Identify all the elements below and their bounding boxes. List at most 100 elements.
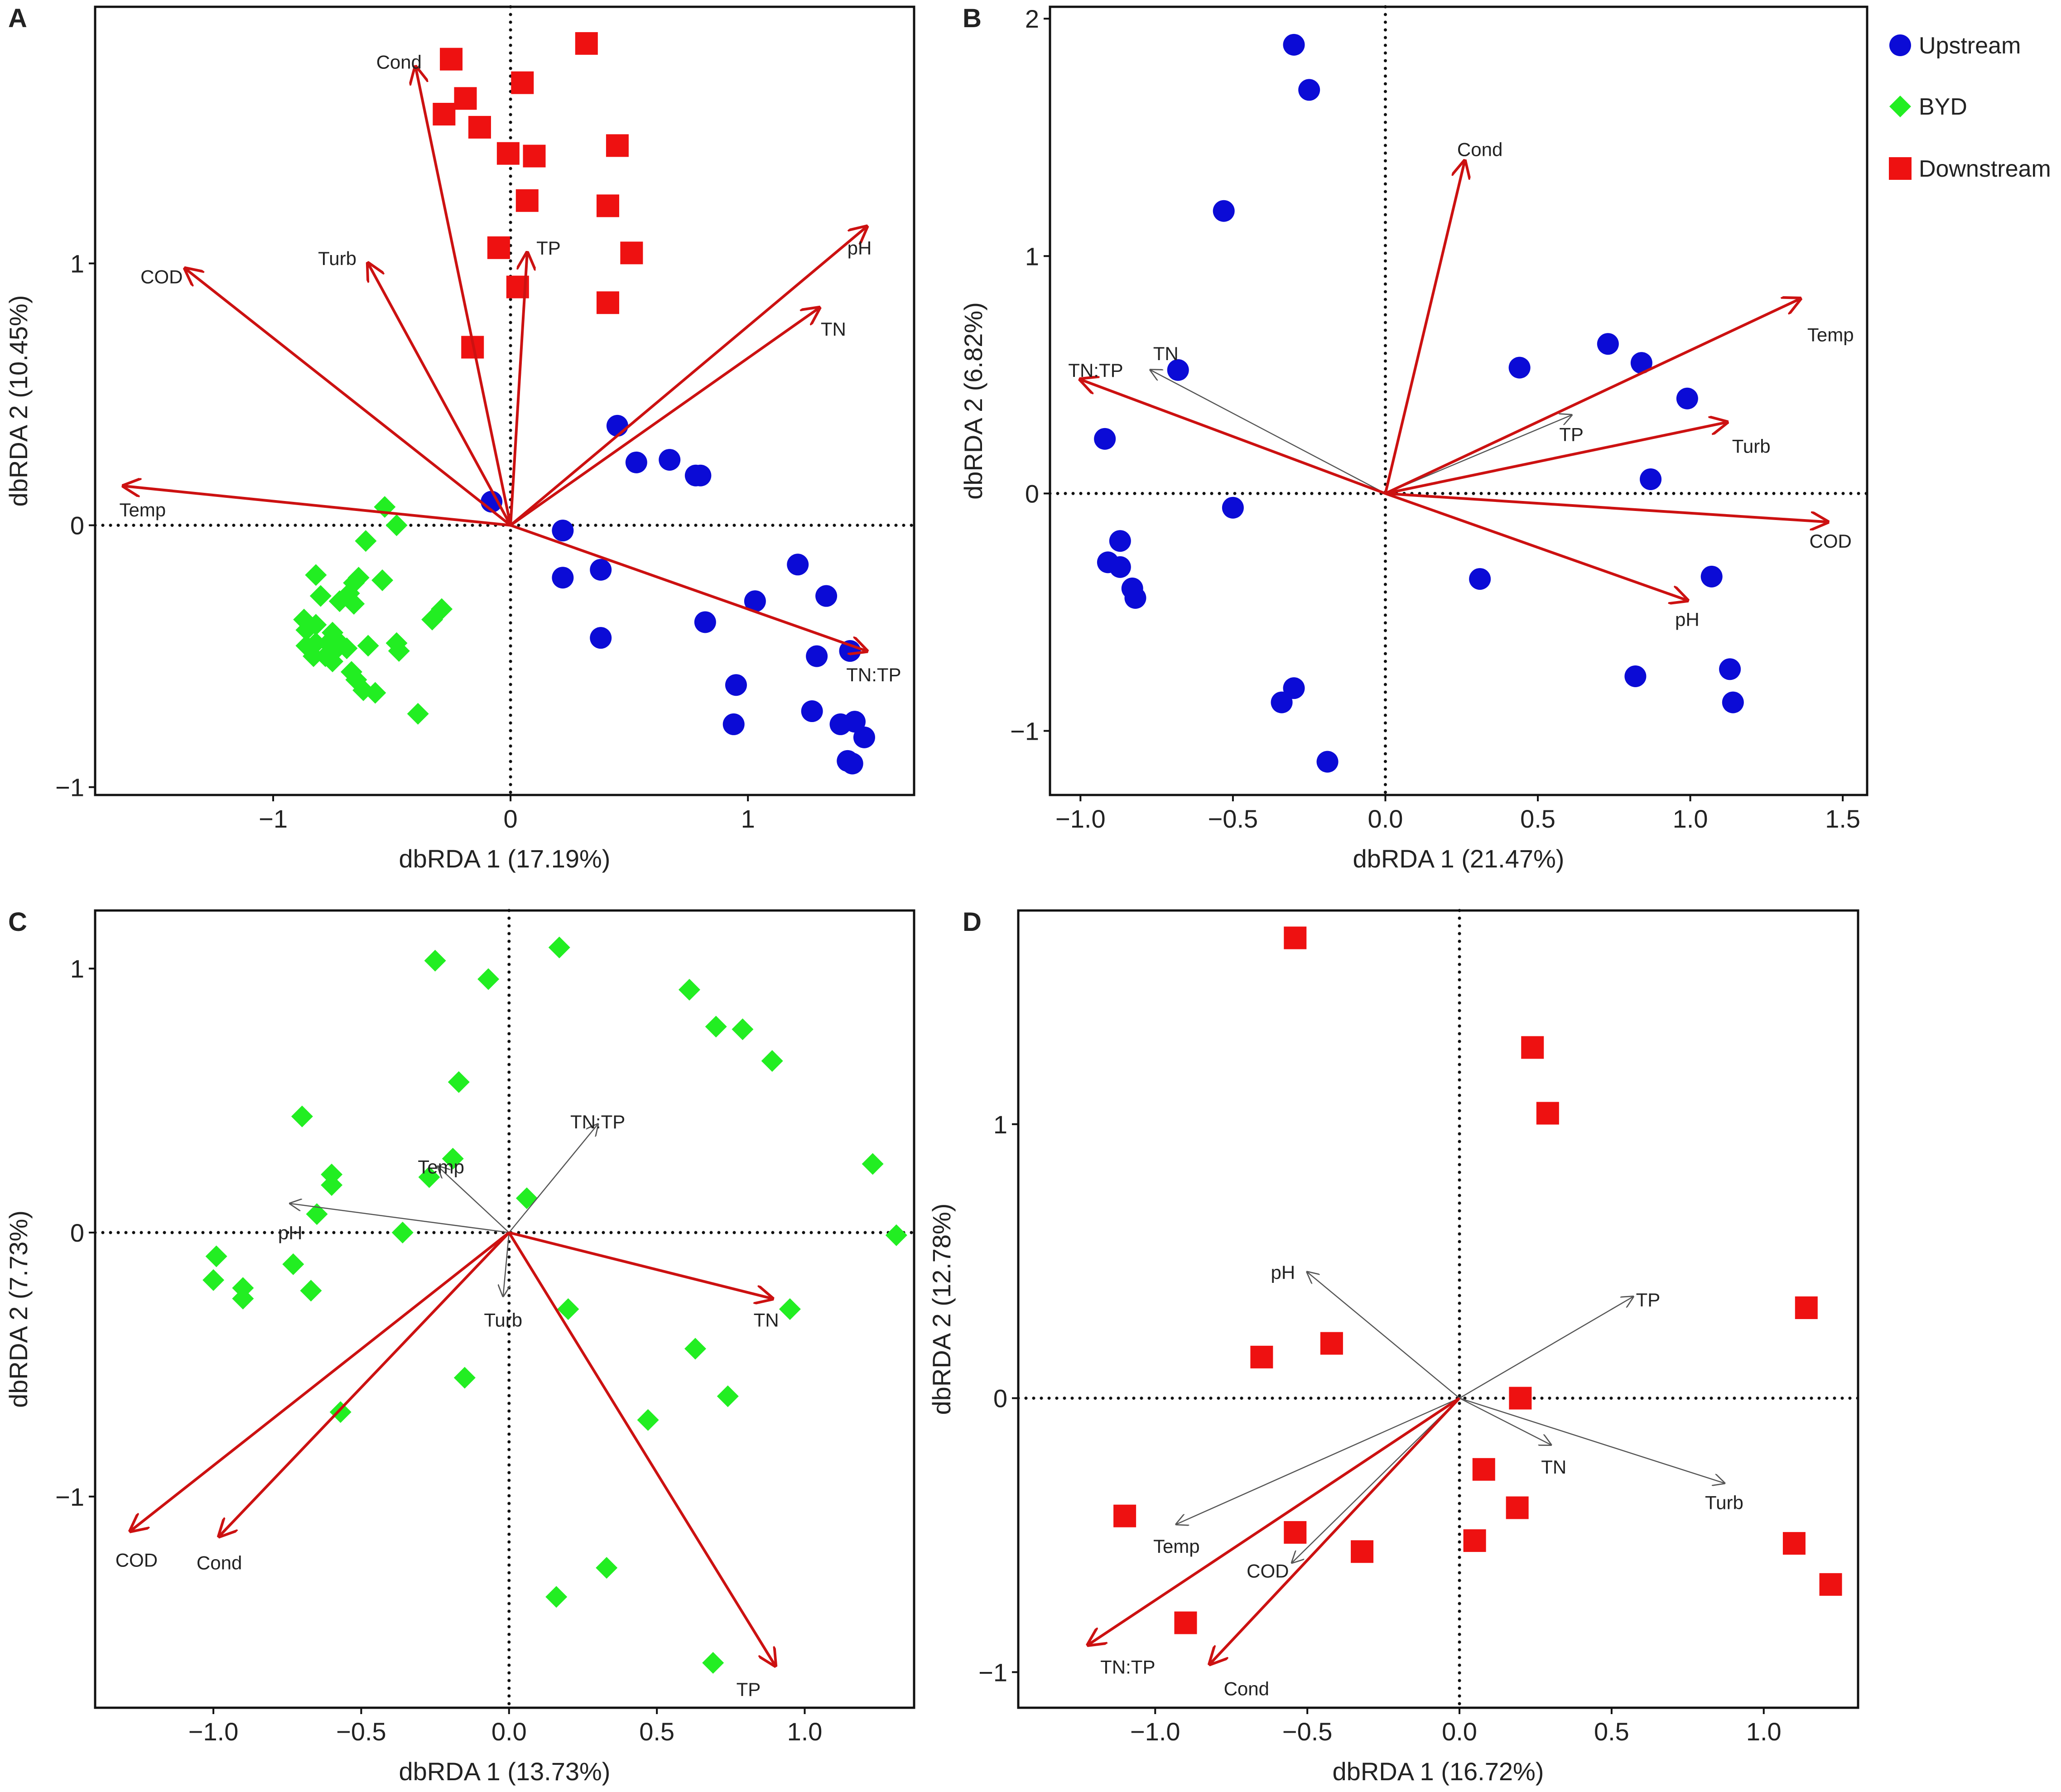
panel-c-point-byd bbox=[862, 1153, 884, 1175]
panel-a-point-byd bbox=[431, 598, 453, 620]
panel-b-vector-label-tp: TP bbox=[1559, 424, 1584, 445]
legend-byd-marker bbox=[1889, 96, 1911, 117]
panel-a-point-downstream bbox=[620, 241, 643, 265]
panel-d-vector-cod bbox=[1292, 1397, 1460, 1563]
panel-a-point-byd bbox=[371, 569, 394, 591]
panel-b-xtick-label: 1.5 bbox=[1825, 804, 1860, 833]
legend-upstream-marker bbox=[1889, 34, 1911, 56]
panel-b-point-upstream bbox=[1094, 428, 1116, 450]
panel-b-point-upstream bbox=[1508, 356, 1531, 379]
panel-c-ytick-label: −1 bbox=[55, 1483, 84, 1511]
panel-a-vector-tn bbox=[510, 308, 819, 527]
panel-b-vector-ph bbox=[1385, 492, 1687, 600]
panel-c-vector-label-tn-tp: TN:TP bbox=[570, 1111, 625, 1132]
panel-c-point-byd bbox=[637, 1409, 659, 1431]
panel-b-point-upstream bbox=[1124, 587, 1146, 609]
panel-d-vector-label-turb: Turb bbox=[1705, 1492, 1743, 1513]
panel-a-point-upstream bbox=[694, 611, 716, 633]
panel-a-point-upstream bbox=[806, 645, 828, 667]
panel-a-vector-tn-tp bbox=[510, 524, 867, 651]
panel-c-vector-label-tp: TP bbox=[737, 1679, 761, 1700]
panel-a-point-upstream bbox=[590, 559, 612, 581]
panel-d-series-downstream bbox=[1113, 926, 1842, 1634]
panel-b-point-upstream bbox=[1597, 333, 1619, 355]
panel-c-point-byd bbox=[329, 1401, 352, 1423]
panel-c-point-byd bbox=[678, 978, 700, 1001]
panel-c-point-byd bbox=[391, 1221, 414, 1243]
panel-c-vector-tp bbox=[508, 1232, 775, 1666]
panel-d-point-downstream bbox=[1284, 1521, 1307, 1544]
panel-d: D −1.0 −0.5 0.0 0.5 1.0 −1 0 1 dbRDA 1 (16.72%) db… bbox=[927, 907, 1860, 1786]
panel-d-xtick-label: 1.0 bbox=[1746, 1717, 1782, 1746]
panel-b-vector-label-cod: COD bbox=[1810, 530, 1852, 552]
panel-a-vector-temp bbox=[124, 486, 511, 527]
panel-a-point-byd bbox=[303, 645, 325, 667]
panel-b-vector-turb bbox=[1385, 422, 1727, 495]
panel-c-point-byd bbox=[557, 1298, 579, 1320]
panel-a-letter: A bbox=[8, 4, 27, 33]
panels-layer: A −1 0 1 −1 0 1 dbRDA 1 (17.19%) dbRDA 2 (10.45%… bbox=[4, 4, 1869, 1786]
panel-b-point-upstream bbox=[1109, 556, 1131, 578]
panel-c-vector-cod bbox=[130, 1231, 510, 1531]
panel-d-point-downstream bbox=[1250, 1345, 1273, 1368]
panel-a-point-downstream bbox=[515, 189, 539, 212]
panel-b-point-upstream bbox=[1640, 468, 1662, 490]
panel-c-point-byd bbox=[684, 1338, 706, 1360]
panel-a-point-upstream bbox=[801, 700, 823, 723]
panel-c-vector-cond bbox=[219, 1231, 510, 1536]
panel-a-point-upstream bbox=[606, 414, 628, 437]
panel-a-point-byd bbox=[295, 619, 318, 641]
panel-b-frame bbox=[1049, 5, 1868, 796]
panel-b-point-upstream bbox=[1700, 565, 1723, 588]
panel-c-point-byd bbox=[548, 936, 570, 959]
panel-a-point-upstream bbox=[659, 449, 681, 471]
panel-b-letter: B bbox=[963, 4, 982, 33]
panel-c-vector-label-ph: pH bbox=[278, 1222, 303, 1243]
panel-a-vector-label-cond: Cond bbox=[376, 51, 422, 72]
panel-c-point-byd bbox=[596, 1557, 618, 1579]
panel-c-point-byd bbox=[202, 1269, 225, 1291]
panel-c-point-byd bbox=[705, 1016, 727, 1038]
panel-b-ytick-label: −1 bbox=[1010, 717, 1039, 745]
legend-downstream-marker bbox=[1889, 157, 1912, 180]
panel-c-vector-label-temp: Temp bbox=[418, 1156, 464, 1177]
panel-a-point-byd bbox=[309, 585, 332, 607]
panel-a-point-byd bbox=[407, 703, 429, 725]
panel-b-point-upstream bbox=[1676, 387, 1698, 409]
panel-a-point-downstream bbox=[596, 194, 619, 217]
panel-b-vector-label-cond: Cond bbox=[1457, 139, 1502, 160]
panel-d-point-downstream bbox=[1463, 1529, 1486, 1552]
panel-b-point-upstream bbox=[1298, 79, 1320, 101]
panel-b-point-upstream bbox=[1213, 200, 1235, 222]
panel-c-point-byd bbox=[732, 1018, 754, 1041]
panel-a-point-downstream bbox=[575, 32, 598, 55]
panel-a-point-downstream bbox=[496, 142, 520, 165]
panel-a-point-byd bbox=[364, 682, 386, 704]
panel-b-point-upstream bbox=[1109, 530, 1131, 552]
panel-a-vector-turb bbox=[368, 264, 512, 526]
panel-a-point-upstream bbox=[815, 585, 838, 607]
panel-a-vector-label-tp: TP bbox=[536, 237, 561, 259]
panel-b-point-upstream bbox=[1283, 677, 1305, 699]
panel-a-point-downstream bbox=[468, 116, 491, 139]
panel-a-y-axis-title: dbRDA 2 (10.45%) bbox=[4, 295, 33, 507]
panel-b-y-axis-title: dbRDA 2 (6.82%) bbox=[959, 302, 987, 500]
panel-d-point-downstream bbox=[1113, 1504, 1136, 1527]
panel-b-vector-cond bbox=[1384, 161, 1464, 494]
panel-d-xtick-label: 0.0 bbox=[1442, 1717, 1477, 1746]
panel-c-vector-label-tn: TN bbox=[754, 1309, 779, 1330]
panel-a-xtick-label: 1 bbox=[741, 804, 755, 833]
panel-b-point-upstream bbox=[1624, 665, 1647, 687]
panel-a-point-upstream bbox=[725, 674, 747, 696]
panel-d-point-downstream bbox=[1536, 1102, 1559, 1125]
panel-a-point-downstream bbox=[433, 103, 456, 126]
panel-c-point-byd bbox=[885, 1224, 907, 1246]
panel-d-x-axis-title: dbRDA 1 (16.72%) bbox=[1333, 1757, 1544, 1786]
panel-d-ytick-label: −1 bbox=[978, 1658, 1007, 1686]
panel-c: C −1.0 −0.5 0.0 0.5 1.0 −1 0 1 dbRDA 1 (13.73%) db… bbox=[4, 907, 916, 1786]
panel-d-vector-label-temp: Temp bbox=[1153, 1536, 1200, 1557]
panel-a-x-axis-title: dbRDA 1 (17.19%) bbox=[399, 844, 611, 873]
panel-b-series-upstream bbox=[1094, 34, 1744, 773]
panel-d-xtick-label: 0.5 bbox=[1594, 1717, 1629, 1746]
